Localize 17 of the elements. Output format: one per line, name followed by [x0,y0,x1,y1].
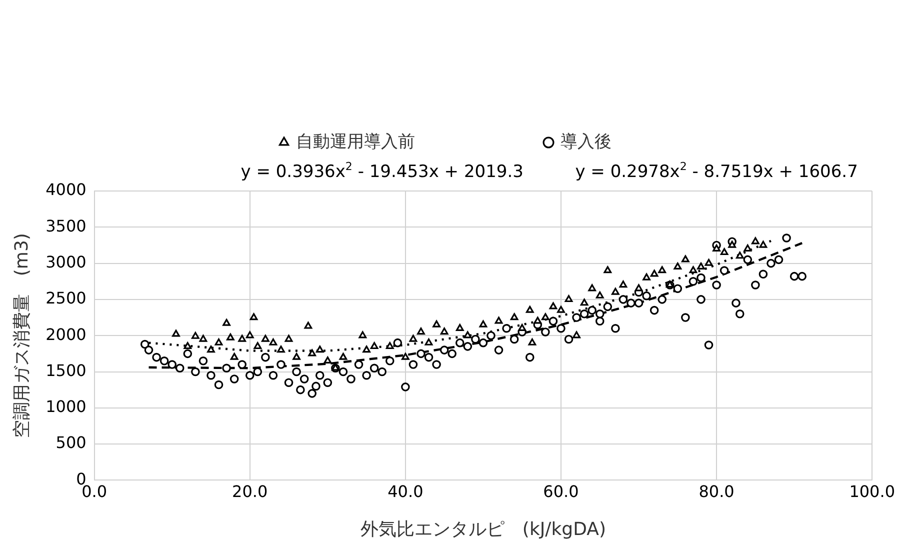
x-axis-title: 外気比エンタルピ (kJ/kgDA) [360,518,606,540]
y-tick-label: 4000 [46,180,86,200]
x-tick-label: 100.0 [849,482,896,501]
y-tick-label: 2000 [46,324,86,344]
x-tick-label: 60.0 [543,482,579,501]
y-tick-label: 500 [56,433,86,452]
y-tick-label: 1000 [46,397,86,416]
y-tick-label: 3500 [46,216,86,236]
x-tick-label: 80.0 [698,482,734,501]
y-axis-title: 空調用ガス消費量 (m3) [11,233,32,438]
x-tick-label: 40.0 [388,482,424,501]
y-tick-label: 3000 [46,252,86,272]
x-tick-label: 20.0 [232,482,268,501]
y-tick-label: 1500 [46,360,86,380]
legend-label: 導入後 [560,132,612,152]
y-tick-label: 2500 [46,288,86,308]
legend-label: 自動運用導入前 [296,132,415,152]
